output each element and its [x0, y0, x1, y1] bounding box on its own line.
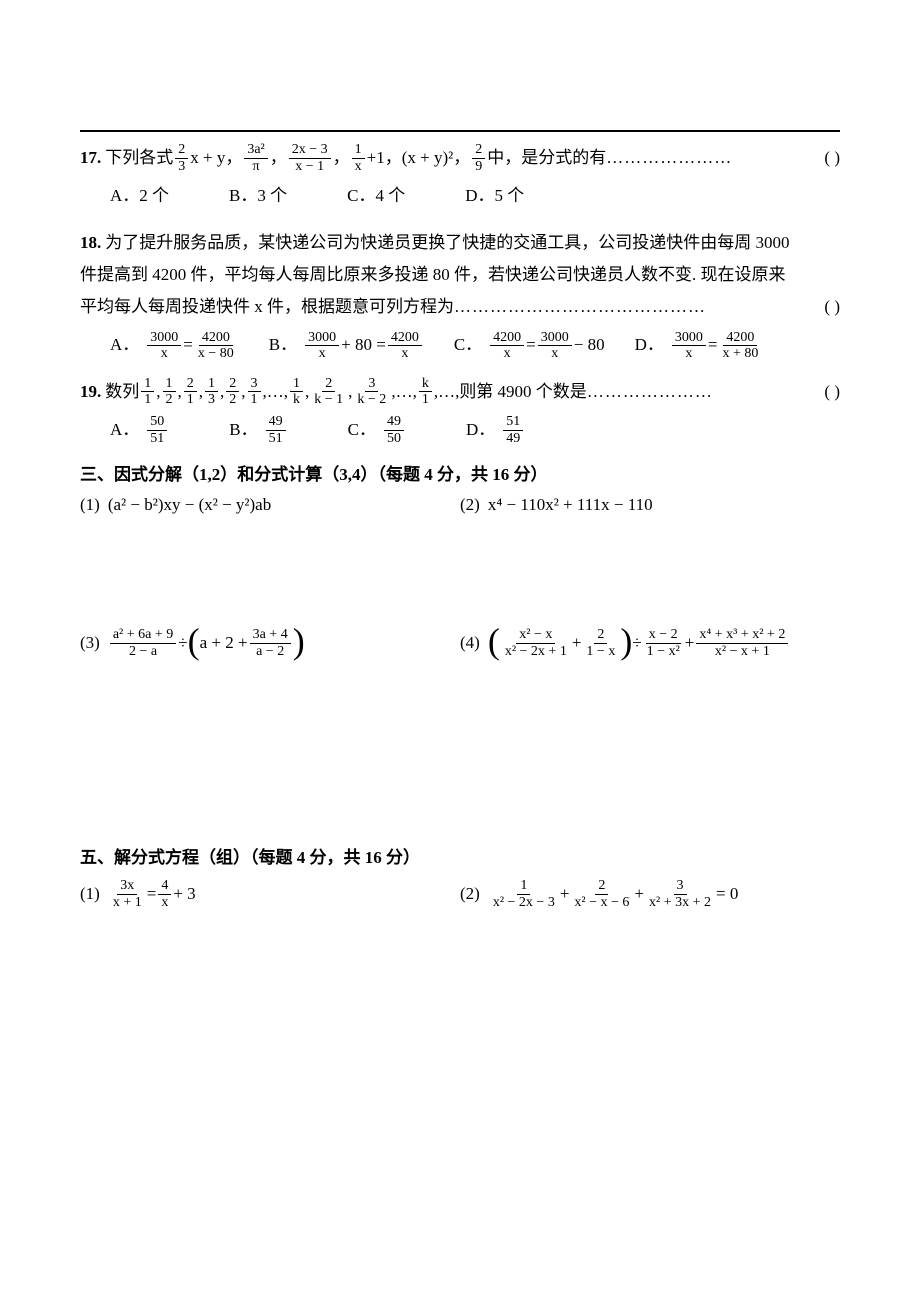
problem-3-2: (2) x⁴ − 110x² + 111x − 110: [460, 495, 840, 515]
q17-frac3: 2x − 3x − 1: [289, 142, 331, 174]
q19-number: 19.: [80, 376, 101, 408]
q17-frac4: 1x: [352, 142, 365, 174]
q19-lead: 数列: [105, 376, 139, 408]
q17-paren: ( ): [732, 142, 840, 174]
q19-tail: ,…,则第 4900 个数是: [434, 376, 587, 408]
q17-opt-c: C．4 个: [347, 180, 405, 212]
q17-frac5: 29: [472, 142, 485, 174]
problem-3-1: (1) (a² − b²)xy − (x² − y²)ab: [80, 495, 460, 515]
q18-line3: 平均每人每周投递快件 x 件，根据题意可列方程为: [80, 291, 454, 323]
q19-seq6: 31: [248, 376, 261, 408]
q17-frac2: 3a²π: [244, 142, 267, 174]
problem-5-1: (1) 3xx + 1 = 4x + 3: [80, 878, 460, 910]
question-19: 19. 数列 11, 12, 21, 13, 22, 31 ,…, 1k, 2k…: [80, 376, 840, 447]
q19-seq5: 22: [226, 376, 239, 408]
q17-t2: +1，(x + y)²，: [367, 142, 471, 174]
p3-1-expr: (a² − b²)xy − (x² − y²)ab: [108, 495, 271, 515]
q17-comma2: ，: [333, 142, 350, 174]
section-5-title: 五、解分式方程（组）（每题 4 分，共 16 分）: [80, 843, 840, 868]
problem-5-2: (2) 1x² − 2x − 3 + 2x² − x − 6 + 3x² + 3…: [460, 878, 840, 910]
q19-seqkk: k1: [419, 376, 432, 408]
q17-t3: 中，是分式的有: [487, 142, 606, 174]
q17-opt-b: B．3 个: [229, 180, 287, 212]
q17-opt-a: A．2 个: [110, 180, 169, 212]
q19-opt-b: B． 4951: [229, 414, 287, 446]
q19-dots: …………………: [587, 376, 713, 408]
q18-line2: 件提高到 4200 件，平均每人每周比原来多投递 80 件，若快递公司快递员人数…: [80, 259, 786, 291]
q19-seqk2: 2k − 1: [311, 376, 346, 408]
question-17: 17. 下列各式 23 x + y， 3a²π ， 2x − 3x − 1 ， …: [80, 142, 840, 213]
q19-paren: ( ): [713, 376, 840, 408]
q19-seq3: 21: [184, 376, 197, 408]
q19-seqk1: 1k: [290, 376, 303, 408]
q18-number: 18.: [80, 227, 101, 259]
p3-2-expr: x⁴ − 110x² + 111x − 110: [488, 495, 653, 515]
q18-paren: ( ): [706, 291, 840, 323]
q19-opt-a: A． 5051: [110, 414, 169, 446]
q17-opt-d: D．5 个: [465, 180, 524, 212]
q17-lead: 下列各式: [105, 142, 173, 174]
q19-seq1: 11: [141, 376, 154, 408]
q17-dots: …………………: [606, 142, 732, 174]
q18-dots: ……………………………………: [454, 291, 706, 323]
q17-comma1: ，: [270, 142, 287, 174]
q19-seq2: 12: [163, 376, 176, 408]
q18-opt-c: C． 4200x = 3000x − 80: [454, 329, 605, 361]
q18-opt-b: B． 3000x + 80 = 4200x: [269, 329, 424, 361]
q18-opt-d: D． 3000x = 4200x + 80: [635, 329, 764, 361]
q17-number: 17.: [80, 142, 101, 174]
q19-opt-c: C． 4950: [348, 414, 406, 446]
q18-opt-a: A． 3000x = 4200x − 80: [110, 329, 239, 361]
q18-line1: 为了提升服务品质，某快递公司为快递员更换了快捷的交通工具，公司投递快件由每周 3…: [105, 227, 789, 259]
q17-frac1: 23: [175, 142, 188, 174]
problem-3-4: (4) ( x² − xx² − 2x + 1 + 21 − x ) ÷ x −…: [460, 627, 840, 659]
q19-opt-d: D． 5149: [466, 414, 525, 446]
q17-t1: x + y，: [190, 142, 242, 174]
section-3-title: 三、因式分解（1,2）和分式计算（3,4）（每题 4 分，共 16 分）: [80, 460, 840, 485]
q19-seq4: 13: [205, 376, 218, 408]
top-rule: [80, 130, 840, 132]
question-18: 18. 为了提升服务品质，某快递公司为快递员更换了快捷的交通工具，公司投递快件由…: [80, 227, 840, 362]
q19-seqk3: 3k − 2: [354, 376, 389, 408]
problem-3-3: (3) a² + 6a + 92 − a ÷ ( a + 2 + 3a + 4a…: [80, 627, 460, 659]
